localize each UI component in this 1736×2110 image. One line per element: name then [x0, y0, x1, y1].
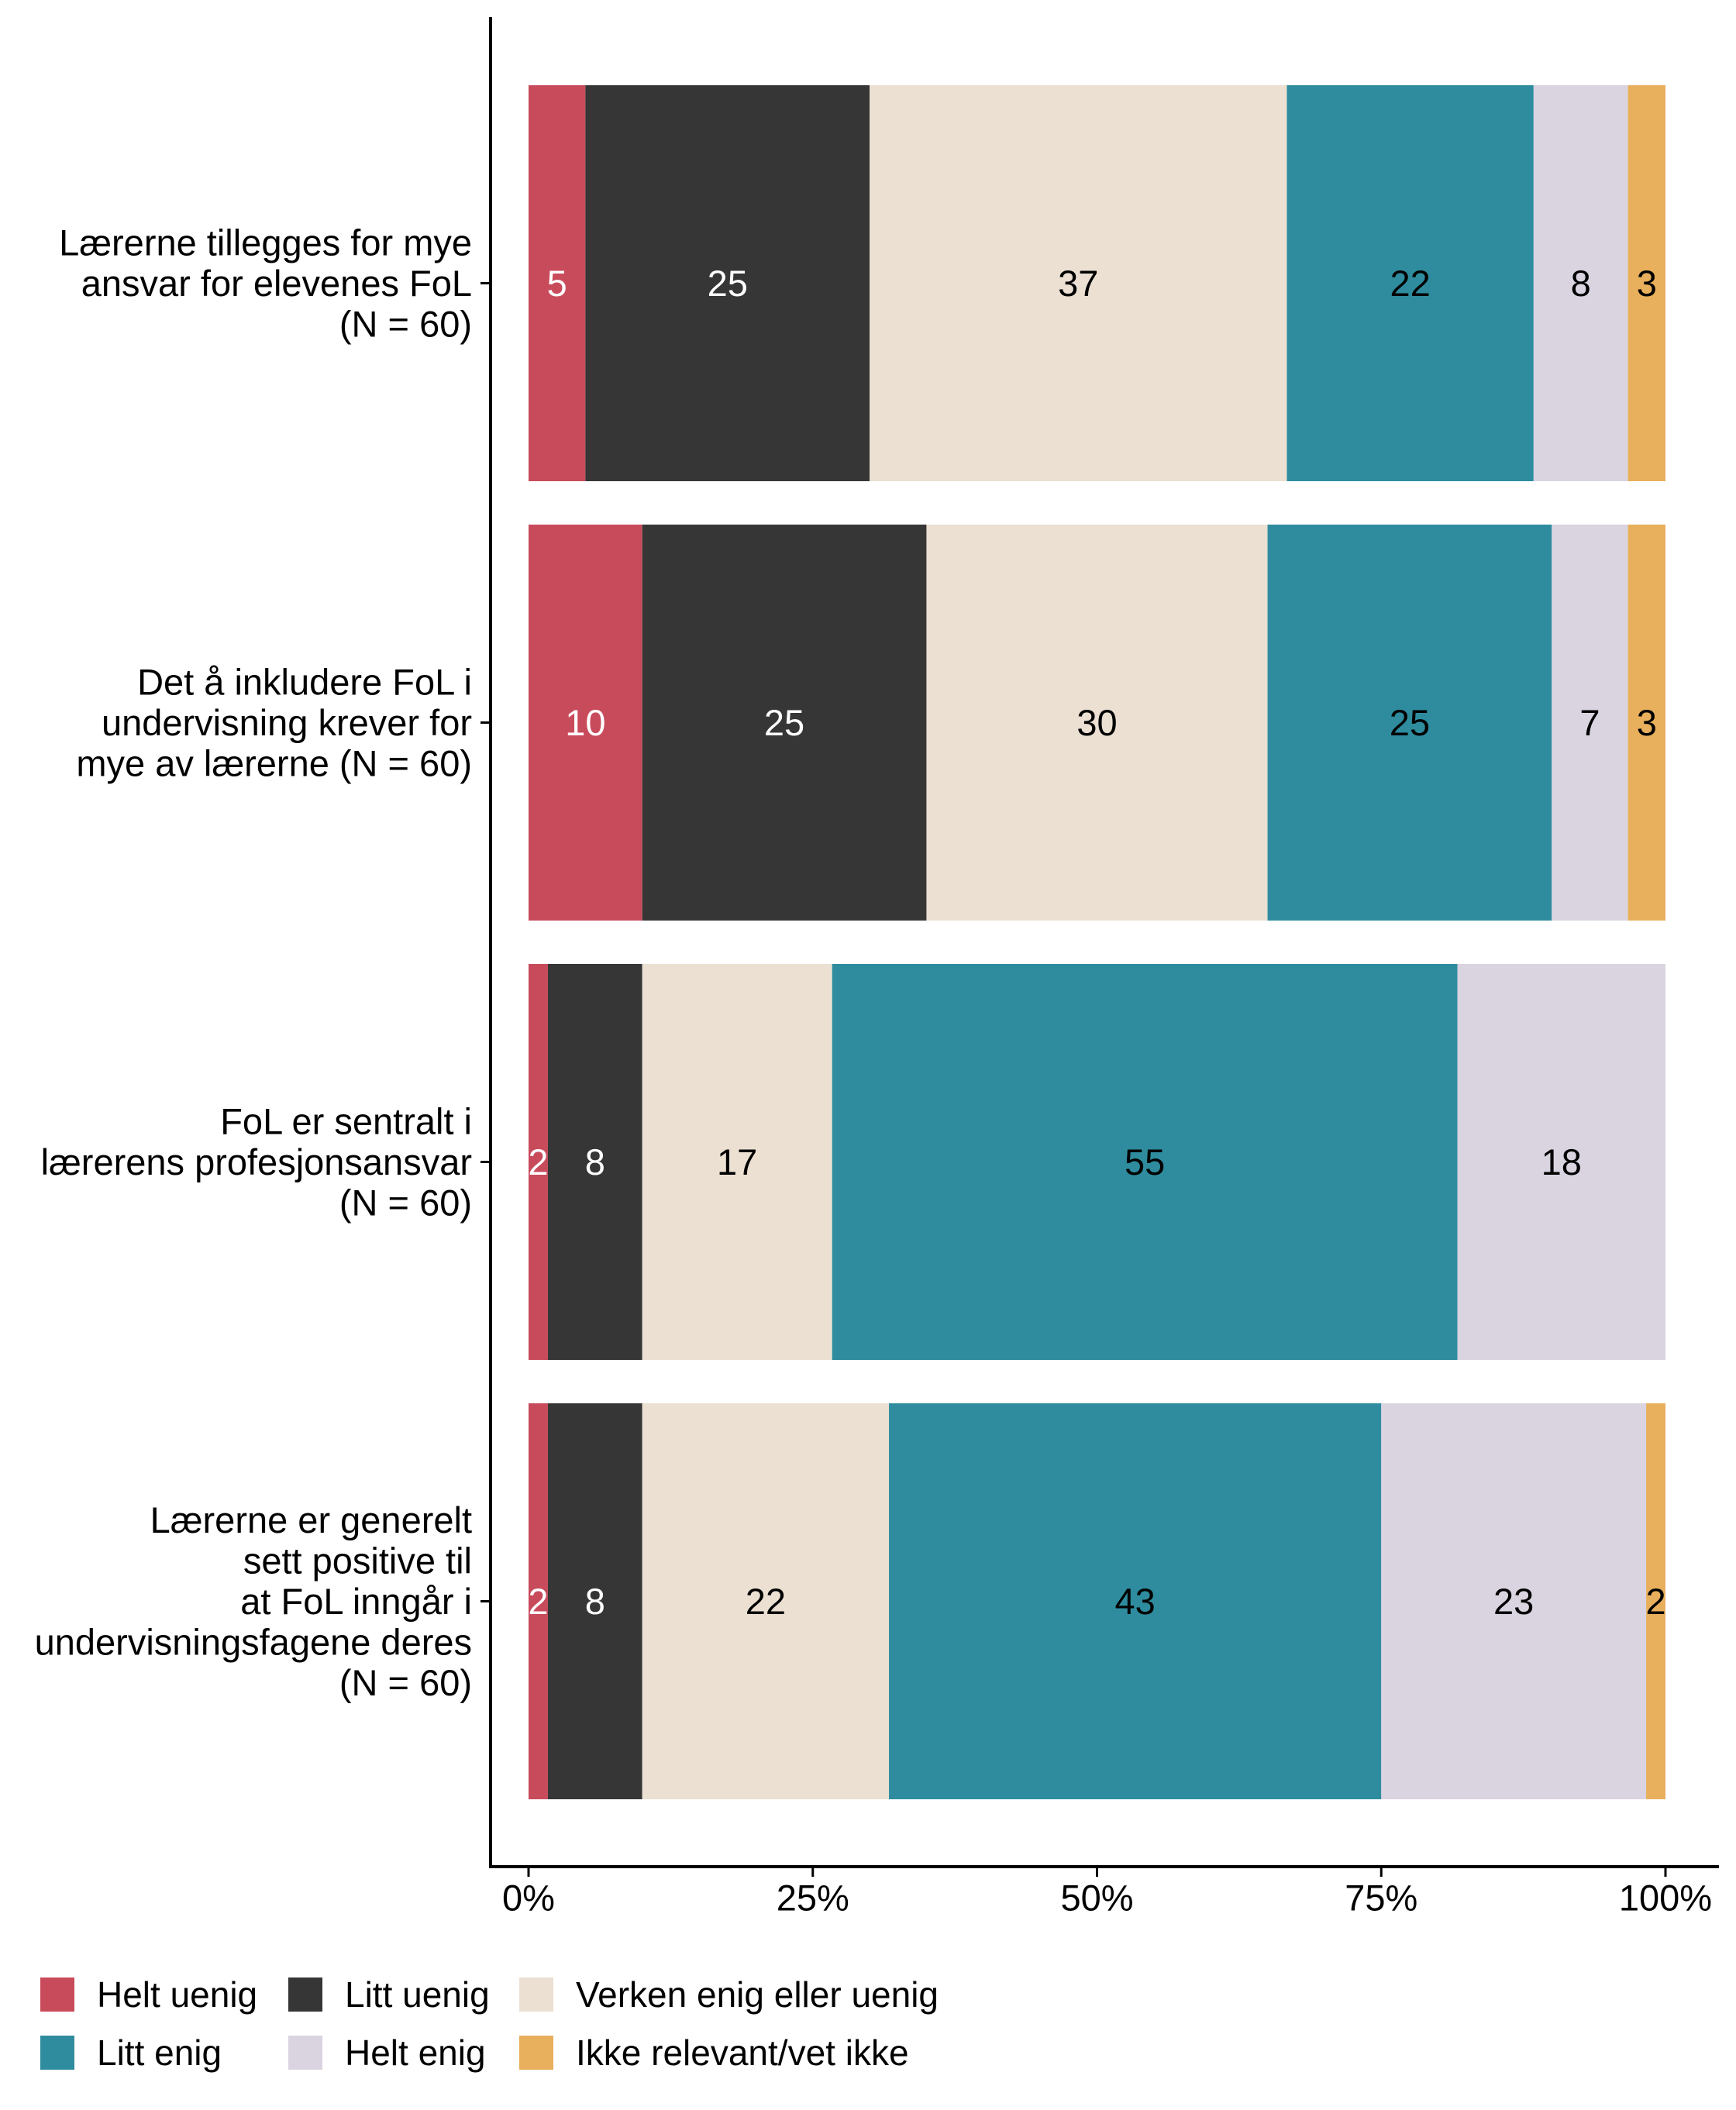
legend-swatch: [288, 1977, 322, 2012]
bar-segment: [1533, 85, 1628, 481]
bars-layer: [529, 85, 1665, 1799]
bar-segment: [1286, 85, 1534, 481]
legend-label: Helt enig: [345, 2033, 486, 2073]
legend-swatch: [519, 1977, 553, 2012]
x-tick-label: 50%: [1060, 1878, 1133, 1919]
bar-segment: [889, 1403, 1382, 1799]
bar-segment: [529, 85, 586, 481]
value-label: 37: [1058, 263, 1098, 304]
bar-row: [529, 525, 1665, 921]
value-label: 2: [1645, 1581, 1665, 1622]
bar-segment: [1267, 525, 1552, 921]
value-label: 25: [764, 702, 804, 743]
bar-segment: [1628, 85, 1665, 481]
bar-segment: [529, 1403, 548, 1799]
bar-segment: [642, 525, 927, 921]
value-label: 17: [717, 1141, 757, 1182]
legend-item: Verken enig eller uenig: [519, 1974, 939, 2015]
bar-segment: [926, 525, 1268, 921]
value-label: 18: [1541, 1141, 1582, 1182]
value-label: 3: [1637, 702, 1657, 743]
bar-row: [529, 85, 1665, 481]
value-label: 2: [528, 1141, 548, 1182]
x-ticks-layer: 0% 25% 50% 75% 100%: [502, 1867, 1712, 1919]
legend-label: Ikke relevant/vet ikke: [576, 2033, 909, 2073]
bar-segment: [642, 1403, 890, 1799]
value-label: 22: [746, 1581, 786, 1622]
legend: Helt uenig Litt uenig Verken enig eller ue…: [40, 1974, 939, 2073]
value-label: 3: [1637, 263, 1657, 304]
bar-segment: [1646, 1403, 1665, 1799]
legend-item: Helt enig: [288, 2033, 486, 2073]
y-axis-label: FoL er sentralt i lærerens profesjonsansv…: [41, 1101, 472, 1224]
value-label: 8: [585, 1581, 605, 1622]
legend-item: Ikke relevant/vet ikke: [519, 2033, 909, 2073]
value-labels-layer: 5 25 37 22 8 310 25 30 25 7 32 8 17 55 182 8 22 43 23 2: [528, 263, 1665, 1622]
bar-segment: [529, 525, 642, 921]
x-tick-label: 0%: [502, 1878, 555, 1919]
y-axis-label: Lærerne tillegges for mye ansvar for elev…: [59, 222, 472, 345]
value-label: 25: [708, 263, 748, 304]
axes-layer: [489, 17, 1719, 1868]
y-axis-label: Det å inkludere FoL i undervisning krever…: [76, 662, 472, 784]
y-labels-layer: Lærerne tillegges for mye ansvar for elev…: [35, 222, 491, 1703]
value-label: 5: [547, 263, 567, 304]
legend-swatch: [288, 2036, 322, 2070]
bar-segment: [1628, 525, 1665, 921]
value-label: 8: [585, 1141, 605, 1182]
value-label: 30: [1076, 702, 1117, 743]
value-label: 10: [565, 702, 605, 743]
value-label: 55: [1125, 1141, 1165, 1182]
bar-segment: [547, 964, 642, 1360]
legend-item: Helt uenig: [40, 1974, 257, 2015]
bar-segment: [585, 85, 870, 481]
x-tick-label: 100%: [1619, 1878, 1712, 1919]
bar-segment: [870, 85, 1287, 481]
bar-segment: [832, 964, 1458, 1360]
value-label: 22: [1390, 263, 1431, 304]
legend-label: Litt uenig: [345, 1974, 490, 2015]
value-label: 2: [528, 1581, 548, 1622]
x-tick-label: 75%: [1345, 1878, 1417, 1919]
bar-segment: [1552, 525, 1628, 921]
value-label: 25: [1390, 702, 1430, 743]
bar-row: [529, 1403, 1665, 1799]
legend-swatch: [40, 2036, 74, 2070]
bar-row: [529, 964, 1665, 1360]
value-label: 43: [1114, 1581, 1155, 1622]
legend-label: Helt uenig: [97, 1974, 257, 2015]
legend-item: Litt uenig: [288, 1974, 490, 2015]
y-axis-label: Lærerne er generelt sett positive til at F…: [35, 1499, 472, 1703]
legend-swatch: [40, 1977, 74, 2012]
bar-segment: [529, 964, 548, 1360]
bar-segment: [1381, 1403, 1647, 1799]
value-label: 8: [1571, 263, 1591, 304]
bar-segment: [642, 964, 832, 1360]
legend-swatch: [519, 2036, 553, 2070]
legend-item: Litt enig: [40, 2033, 222, 2073]
legend-label: Litt enig: [97, 2033, 222, 2073]
x-tick-label: 25%: [777, 1878, 849, 1919]
legend-label: Verken enig eller uenig: [576, 1974, 939, 2015]
value-label: 23: [1493, 1581, 1534, 1622]
value-label: 7: [1579, 702, 1600, 743]
bar-segment: [547, 1403, 642, 1799]
bar-segment: [1457, 964, 1665, 1360]
